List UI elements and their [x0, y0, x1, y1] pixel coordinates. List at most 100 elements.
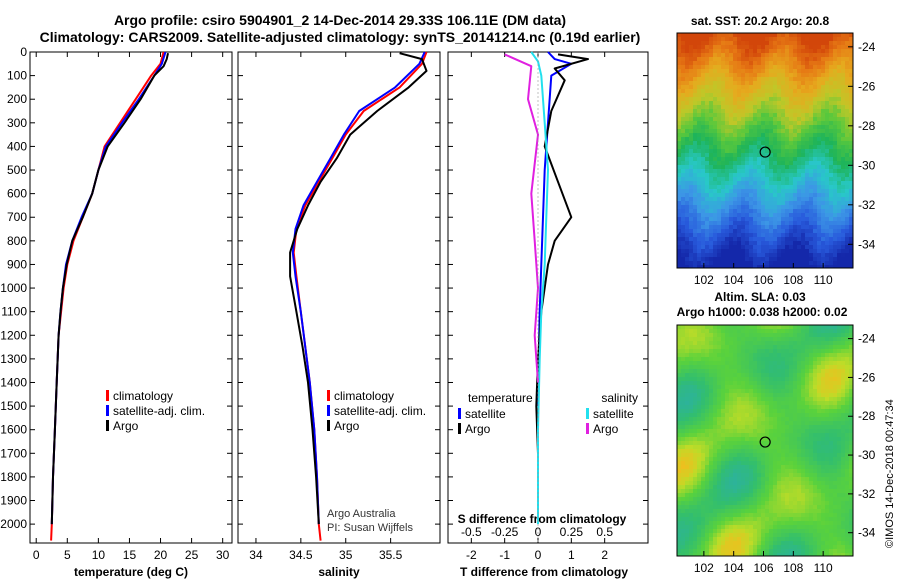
sst_map-pixel	[705, 77, 709, 81]
sst_map-pixel	[685, 161, 689, 165]
sla_map-pixel	[689, 481, 693, 485]
sst_map-pixel	[829, 93, 833, 97]
sla_map-pixel	[717, 445, 721, 449]
sla_map-pixel	[809, 477, 813, 481]
sst_map-pixel	[849, 53, 853, 57]
sst_map-pixel	[797, 125, 801, 129]
sst_map-pixel	[749, 33, 753, 37]
sla_map-pixel	[697, 333, 701, 337]
sst_map-pixel	[833, 61, 837, 65]
sst_map-pixel	[841, 41, 845, 45]
sla_map-pixel	[801, 325, 805, 329]
sst_map-pixel	[729, 57, 733, 61]
sst_map-pixel	[753, 85, 757, 89]
temperature-legend-label: satellite-adj. clim.	[113, 404, 205, 418]
sla_map-pixel	[829, 469, 833, 473]
sst_map-pixel	[801, 261, 805, 265]
sst_map-pixel	[757, 229, 761, 233]
sla_map-pixel	[829, 341, 833, 345]
sst_map-pixel	[801, 61, 805, 65]
sst_map-pixel	[781, 149, 785, 153]
sla_map-pixel	[793, 389, 797, 393]
sst_map-pixel	[837, 85, 841, 89]
sla_map-pixel	[741, 381, 745, 385]
sst_map-pixel	[785, 65, 789, 69]
sst_map-pixel	[721, 145, 725, 149]
sst_map-pixel	[769, 221, 773, 225]
sla_map-pixel	[753, 405, 757, 409]
sst_map-pixel	[717, 121, 721, 125]
sla_map-pixel	[805, 369, 809, 373]
temperature-xlabel: temperature (deg C)	[74, 565, 188, 579]
sst_map-pixel	[677, 193, 681, 197]
sst_map-pixel	[705, 229, 709, 233]
sla_map-pixel	[849, 381, 853, 385]
sla_map-pixel	[821, 485, 825, 489]
sst_map-pixel	[837, 253, 841, 257]
sla_map-pixel	[809, 329, 813, 333]
sst_map-pixel	[709, 181, 713, 185]
sst_map-pixel	[765, 69, 769, 73]
sla_map-pixel	[709, 433, 713, 437]
sla_map-pixel	[769, 425, 773, 429]
sst_map-pixel	[849, 113, 853, 117]
sst_map-pixel	[685, 109, 689, 113]
sst_map-pixel	[737, 37, 741, 41]
sla_map-pixel	[773, 461, 777, 465]
sla_map-pixel	[797, 369, 801, 373]
sst_map-pixel	[725, 81, 729, 85]
sla_map-pixel	[717, 469, 721, 473]
sst_map-pixel	[693, 229, 697, 233]
sst_map-pixel	[797, 197, 801, 201]
sst_map-pixel	[741, 57, 745, 61]
sst_map-pixel	[829, 61, 833, 65]
sla_map-pixel	[693, 497, 697, 501]
sst_map-pixel	[693, 157, 697, 161]
sst_map-pixel	[837, 145, 841, 149]
sst_map-pixel	[797, 113, 801, 117]
sst_map-pixel	[709, 169, 713, 173]
sla_map-pixel	[785, 333, 789, 337]
sst_map-pixel	[729, 45, 733, 49]
sla_map-pixel	[757, 513, 761, 517]
sst_map-pixel	[769, 237, 773, 241]
sst_map-pixel	[757, 93, 761, 97]
sst_map-pixel	[697, 85, 701, 89]
sla_map-pixel	[789, 425, 793, 429]
sla_map-pixel	[701, 517, 705, 521]
sla_map-pixel	[793, 357, 797, 361]
sla_map-pixel	[797, 337, 801, 341]
credit-pi: PI: Susan Wijffels	[327, 522, 413, 534]
sst_map-pixel	[713, 133, 717, 137]
sst_map-pixel	[709, 101, 713, 105]
sst_map-pixel	[821, 129, 825, 133]
sst_map-pixel	[829, 245, 833, 249]
sla_map-pixel	[749, 489, 753, 493]
sst_map-pixel	[837, 257, 841, 261]
sla_map-pixel	[753, 501, 757, 505]
sst_map-pixel	[769, 61, 773, 65]
sla_map-pixel	[677, 513, 681, 517]
sla_map-pixel	[693, 461, 697, 465]
sst_map-pixel	[801, 181, 805, 185]
sla_map-pixel	[773, 373, 777, 377]
sst_map-pixel	[689, 221, 693, 225]
sst_map-pixel	[733, 57, 737, 61]
sst_map-pixel	[749, 65, 753, 69]
sst_map-pixel	[765, 61, 769, 65]
sst_map-pixel	[753, 65, 757, 69]
sla_map-pixel	[817, 349, 821, 353]
sla_map-pixel	[821, 465, 825, 469]
sst_map-pixel	[745, 221, 749, 225]
sla_map-pixel	[793, 457, 797, 461]
sla_map-pixel	[677, 389, 681, 393]
sla_map-pixel	[709, 373, 713, 377]
sst_map-pixel	[773, 233, 777, 237]
sla_map-pixel	[725, 417, 729, 421]
sla_map-pixel	[733, 433, 737, 437]
sla_map-pixel	[833, 505, 837, 509]
sla_map-pixel	[805, 497, 809, 501]
sla_map-pixel	[737, 345, 741, 349]
sla_map-pixel	[789, 445, 793, 449]
